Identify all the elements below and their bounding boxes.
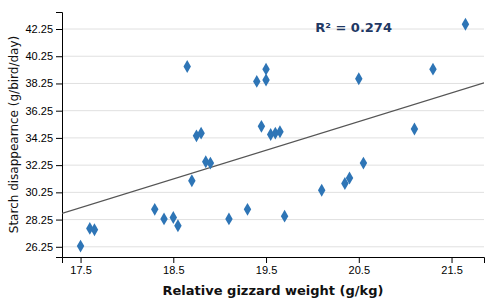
- x-tick-mark: [359, 257, 360, 263]
- y-tick-label: 30.25: [25, 186, 53, 198]
- y-tick-label: 34.25: [25, 132, 53, 144]
- point: [360, 157, 367, 170]
- grid: [62, 29, 484, 247]
- point: [207, 157, 214, 170]
- y-tick-mark: [56, 138, 62, 139]
- point: [411, 123, 418, 136]
- point: [262, 63, 269, 76]
- x-tick-mark: [173, 257, 174, 263]
- y-tick-mark: [56, 29, 62, 30]
- y-tick-label: 26.25: [25, 241, 53, 253]
- x-tick-mark: [266, 257, 267, 263]
- grid-line: [62, 137, 484, 138]
- point: [462, 18, 469, 31]
- x-tick: 17.5: [70, 257, 91, 276]
- x-tick-label: 18.5: [163, 264, 184, 276]
- x-tick: 21.5: [441, 257, 462, 276]
- y-tick-mark: [56, 247, 62, 248]
- chart: 17.5 18.5 19.5 20.5 21.5 26.25 28.25 30.25 32.25…: [0, 0, 500, 303]
- point: [244, 203, 251, 216]
- point: [225, 212, 232, 225]
- y-tick: 38.25: [25, 77, 62, 89]
- point: [429, 63, 436, 76]
- point: [253, 75, 260, 88]
- point: [197, 127, 204, 140]
- x-tick-label: 20.5: [349, 264, 370, 276]
- y-tick-mark: [56, 220, 62, 221]
- grid-line: [62, 192, 484, 193]
- grid-line: [62, 219, 484, 220]
- grid-line: [62, 246, 484, 247]
- point: [276, 125, 283, 138]
- grid-line: [62, 165, 484, 166]
- y-tick-label: 42.25: [25, 23, 53, 35]
- y-tick: 42.25: [25, 23, 62, 35]
- grid-line: [62, 56, 484, 57]
- grid-line: [62, 110, 484, 111]
- y-tick: 36.25: [25, 105, 62, 117]
- y-tick-label: 38.25: [25, 77, 53, 89]
- point: [188, 174, 195, 187]
- x-axis: 17.5 18.5 19.5 20.5 21.5: [63, 257, 485, 276]
- point: [281, 210, 288, 223]
- y-tick-label: 36.25: [25, 105, 53, 117]
- point: [174, 219, 181, 232]
- y-tick-label: 32.25: [25, 159, 53, 171]
- x-tick-mark: [81, 257, 82, 263]
- x-tick-label: 19.5: [256, 264, 277, 276]
- grid-line: [62, 83, 484, 84]
- y-tick-mark: [56, 111, 62, 112]
- point: [318, 184, 325, 197]
- y-tick-mark: [56, 192, 62, 193]
- plot: 17.5 18.5 19.5 20.5 21.5 26.25 28.25 30.25 32.25…: [25, 13, 484, 276]
- x-tick-label: 21.5: [441, 264, 462, 276]
- point: [77, 240, 84, 253]
- y-tick-label: 40.25: [25, 50, 53, 62]
- point: [258, 120, 265, 133]
- point: [355, 72, 362, 85]
- y-tick: 30.25: [25, 186, 62, 198]
- y-tick: 32.25: [25, 159, 62, 171]
- point: [160, 212, 167, 225]
- point: [346, 172, 353, 185]
- x-axis-title: Relative gizzard weight (g/kg): [163, 283, 384, 298]
- x-tick-label: 17.5: [70, 264, 91, 276]
- y-tick: 40.25: [25, 50, 62, 62]
- x-tick: 20.5: [349, 257, 370, 276]
- data-area: [62, 18, 484, 253]
- y-tick-label: 28.25: [25, 214, 53, 226]
- y-axis: 26.25 28.25 30.25 32.25 34.25 36.25 38.25 40.25…: [25, 13, 62, 258]
- y-axis-title: Starch disappearnce (g/bird/day): [7, 36, 21, 233]
- x-tick: 19.5: [256, 257, 277, 276]
- grid-line: [62, 29, 484, 30]
- y-tick-mark: [56, 165, 62, 166]
- x-axis-line: [63, 258, 485, 264]
- point: [183, 60, 190, 73]
- trendline: [62, 83, 484, 214]
- point: [170, 211, 177, 224]
- x-tick-mark: [452, 257, 453, 263]
- annotation: R² = 0.274: [315, 20, 392, 35]
- y-tick-mark: [56, 56, 62, 57]
- y-tick: 28.25: [25, 214, 62, 226]
- point: [151, 203, 158, 216]
- y-axis-line: [56, 13, 63, 258]
- point: [91, 223, 98, 236]
- y-tick-mark: [56, 83, 62, 84]
- y-tick: 34.25: [25, 132, 62, 144]
- y-tick: 26.25: [25, 241, 62, 253]
- x-tick: 18.5: [163, 257, 184, 276]
